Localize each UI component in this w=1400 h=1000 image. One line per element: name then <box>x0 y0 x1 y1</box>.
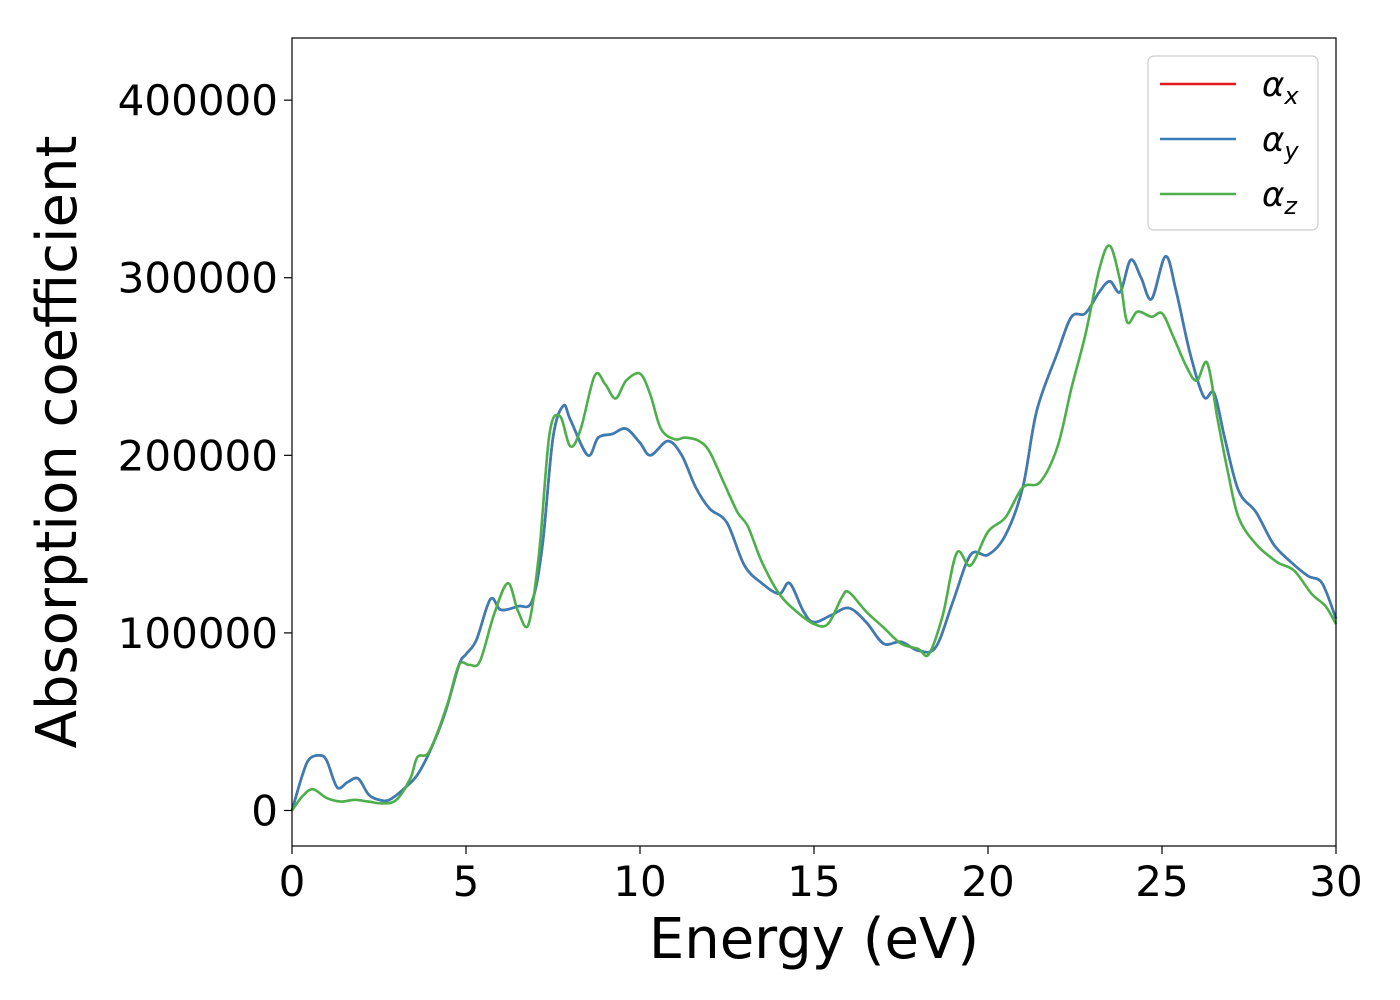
y-tick-label: 300000 <box>118 254 278 303</box>
x-tick-label: 0 <box>279 857 306 906</box>
series-line-y <box>290 255 1338 811</box>
legend-box <box>1147 55 1319 231</box>
x-tick-label: 30 <box>1309 857 1362 906</box>
y-tick-label: 400000 <box>118 76 278 125</box>
legend-label-x: αx <box>1262 65 1299 110</box>
x-tick-label: 15 <box>787 857 840 906</box>
y-tick-label: 0 <box>251 786 278 835</box>
y-tick-label: 200000 <box>118 431 278 480</box>
x-axis-label: Energy (eV) <box>649 907 979 972</box>
x-tick-label: 10 <box>613 857 666 906</box>
x-tick-label: 25 <box>1135 857 1188 906</box>
legend-label-y: αy <box>1262 120 1299 165</box>
x-axis-ticks: 0 5 10 15 20 25 30 <box>279 846 1363 906</box>
y-tick-label: 100000 <box>118 609 278 658</box>
x-tick-label: 20 <box>961 857 1014 906</box>
series-line-x <box>290 255 1338 811</box>
series-line-z <box>290 244 1338 812</box>
y-axis-label: Absorption coefficient <box>25 136 90 749</box>
legend: αx αy αz <box>1147 55 1319 231</box>
x-tick-label: 5 <box>453 857 480 906</box>
legend-label-z: αz <box>1262 175 1298 220</box>
y-axis-ticks: 0 100000 200000 300000 400000 <box>118 76 292 835</box>
series-layer <box>290 244 1338 812</box>
